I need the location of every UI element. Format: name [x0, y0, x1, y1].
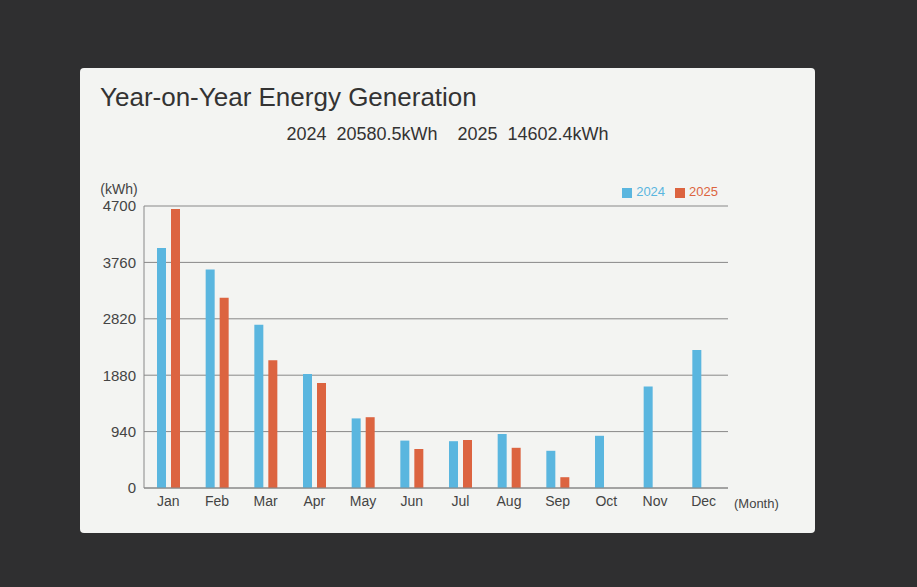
html-text:2025: 2025 [689, 184, 718, 199]
svg-text:3760: 3760 [103, 254, 136, 271]
svg-text:Jun: Jun [400, 493, 423, 509]
svg-text:Nov: Nov [643, 493, 668, 509]
svg-text:Aug: Aug [497, 493, 522, 509]
svg-text:Sep: Sep [545, 493, 570, 509]
svg-text:940: 940 [111, 423, 136, 440]
svg-text:May: May [350, 493, 376, 509]
svg-text:Dec: Dec [691, 493, 716, 509]
html-text:2024: 2024 [636, 184, 666, 199]
html-text:Year-on-Year Energy Generation: Year-on-Year Energy Generation [100, 82, 477, 112]
svg-text:(kWh): (kWh) [100, 181, 137, 197]
svg-text:2820: 2820 [103, 310, 136, 327]
svg-text:Feb: Feb [205, 493, 229, 509]
svg-text:(Month): (Month) [734, 496, 779, 511]
svg-text:Oct: Oct [595, 493, 617, 509]
svg-text:4700: 4700 [103, 197, 136, 214]
svg-text:Mar: Mar [254, 493, 278, 509]
svg-text:Apr: Apr [303, 493, 325, 509]
html-text:2024 20580.5kWh 2025 14602.4kW: 2024 20580.5kWh 2025 14602.4kWh [286, 124, 609, 144]
svg-text:Jul: Jul [451, 493, 469, 509]
svg-text:1880: 1880 [103, 367, 136, 384]
svg-text:Jan: Jan [157, 493, 180, 509]
svg-text:0: 0 [128, 479, 136, 496]
